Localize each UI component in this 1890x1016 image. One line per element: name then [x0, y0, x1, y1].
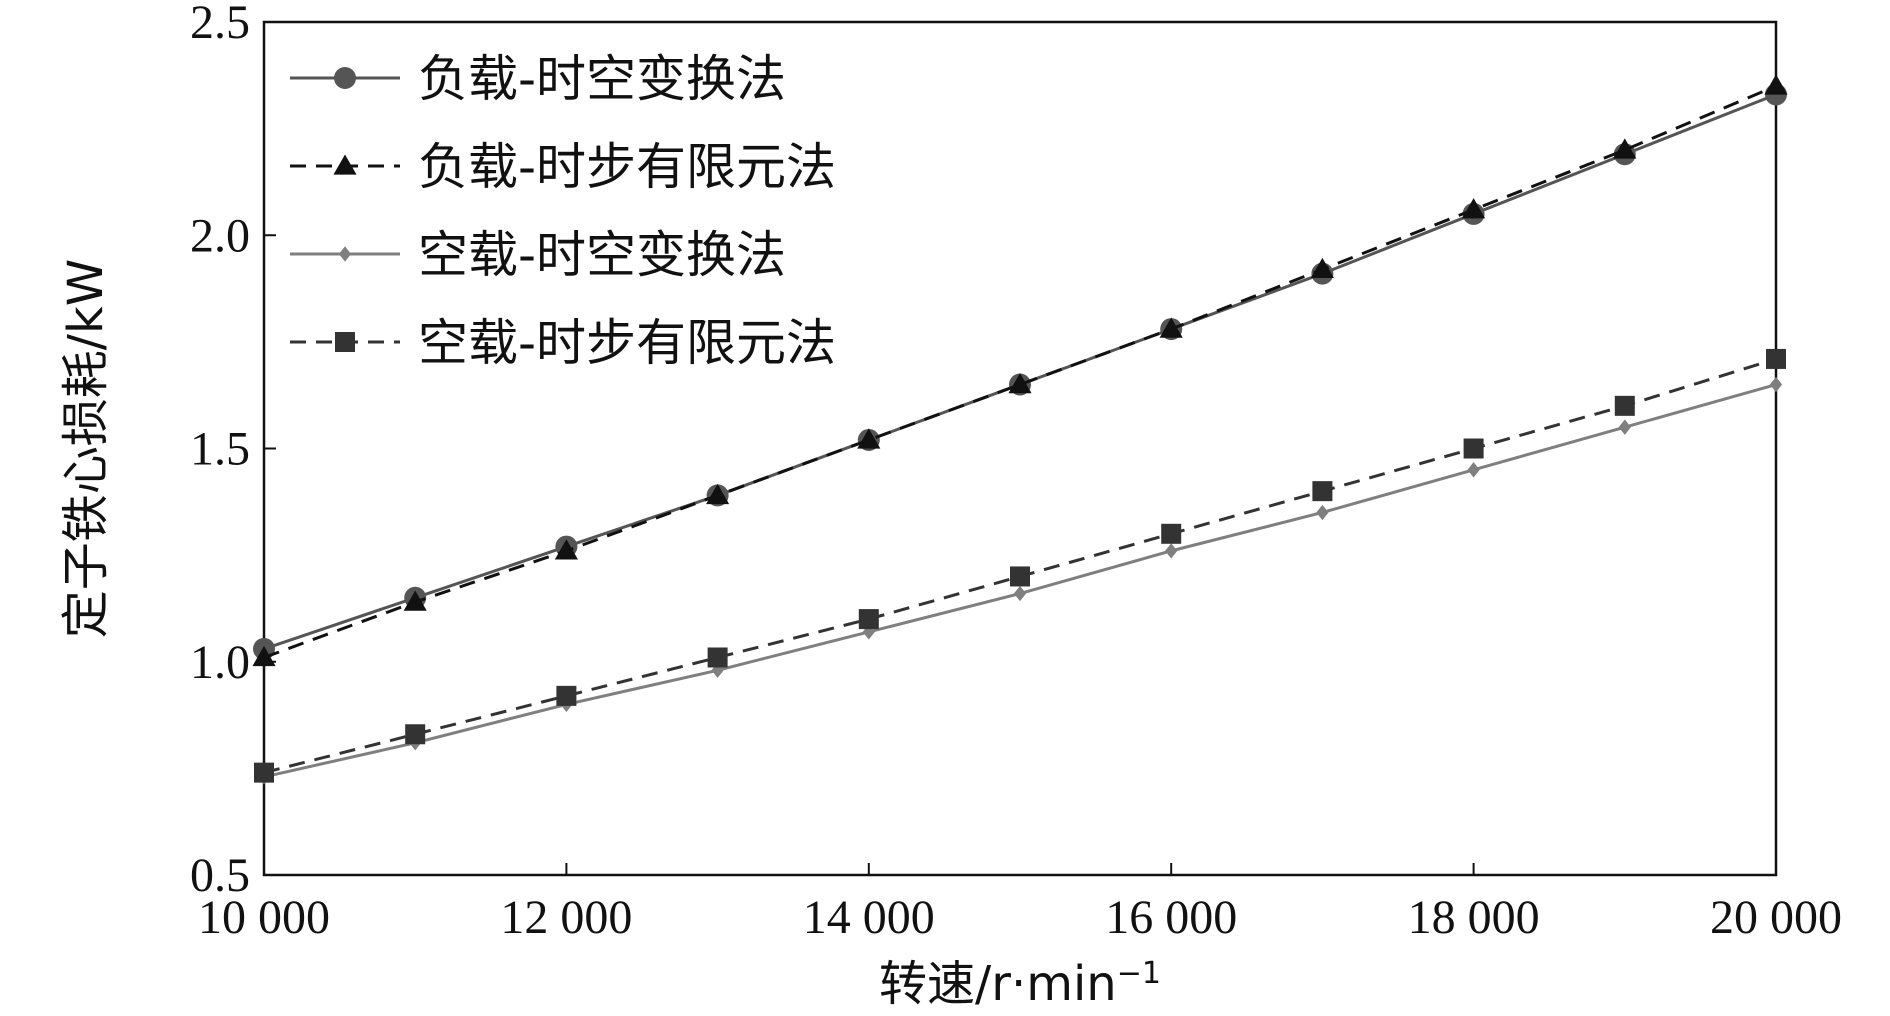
x-axis-title-text: 转速/r·min	[879, 956, 1117, 1012]
y-axis-title: 定子铁心损耗/kW	[58, 259, 114, 638]
x-tick-label: 14 000	[803, 891, 935, 944]
data-point-square	[858, 609, 879, 630]
legend-label: 负载-时空变换法	[418, 50, 786, 108]
data-point-square	[556, 685, 577, 706]
data-point-triangle	[1310, 257, 1334, 279]
data-point-square	[1766, 348, 1786, 369]
x-tick-label: 10 000	[198, 891, 330, 944]
data-point-triangle	[1613, 138, 1637, 159]
data-point-triangle	[252, 645, 276, 667]
data-point-diamond	[1769, 376, 1783, 393]
data-point-circle	[334, 67, 356, 89]
data-point-diamond	[1316, 504, 1329, 521]
series-line	[263, 84, 1777, 659]
data-point-square	[1614, 395, 1635, 416]
data-point-diamond	[1013, 585, 1027, 602]
y-tick-label: 0.5	[190, 849, 250, 902]
series-2	[252, 74, 1788, 667]
data-point-triangle	[554, 539, 578, 560]
data-point-square	[405, 724, 426, 745]
x-tick-label: 16 000	[1105, 891, 1237, 944]
legend-label: 负载-时步有限元法	[418, 138, 836, 196]
data-point-square	[1463, 438, 1484, 459]
data-point-square	[1161, 523, 1182, 544]
legend-label: 空载-时空变换法	[418, 226, 786, 284]
data-point-square	[254, 762, 274, 783]
data-point-square	[707, 647, 728, 668]
data-point-triangle	[706, 483, 730, 505]
plot-area	[252, 74, 1788, 785]
axis-labels: 转速/r·min−1 定子铁心损耗/kW	[58, 259, 1161, 1012]
data-point-square	[335, 332, 355, 352]
legend-item: 负载-时空变换法	[290, 50, 786, 108]
x-tick-label: 20 000	[1710, 891, 1842, 944]
data-point-triangle	[857, 428, 881, 449]
data-point-triangle	[1159, 317, 1183, 338]
x-axis-title-superscript: −1	[1117, 956, 1161, 991]
legend-item: 空载-时步有限元法	[290, 314, 836, 372]
data-point-diamond	[338, 246, 352, 262]
y-tick-label: 2.0	[190, 209, 250, 262]
data-point-diamond	[1467, 462, 1480, 478]
y-tick-label: 1.5	[190, 423, 250, 476]
x-tick-label: 18 000	[1408, 891, 1540, 944]
series-4	[254, 348, 1786, 783]
data-point-triangle	[333, 154, 357, 175]
axes: 10 000 12 000 14 000 16 000 18 000 20 000 0.5 1…	[190, 0, 1842, 944]
data-point-triangle	[1462, 198, 1486, 219]
data-point-square	[1010, 566, 1030, 587]
legend-item: 负载-时步有限元法	[290, 138, 836, 196]
data-point-diamond	[1165, 543, 1178, 559]
y-tick-label: 1.0	[190, 636, 250, 689]
legend-item: 空载-时空变换法	[290, 226, 786, 284]
legend-label: 空载-时步有限元法	[418, 314, 836, 372]
data-point-triangle	[403, 590, 427, 611]
data-point-triangle	[1008, 372, 1032, 394]
x-axis-title: 转速/r·min−1	[879, 956, 1161, 1013]
data-point-diamond	[1618, 419, 1631, 435]
data-point-triangle	[1764, 74, 1788, 95]
data-point-square	[1312, 481, 1333, 502]
y-tick-label: 2.5	[190, 0, 250, 49]
x-tick-label: 12 000	[500, 891, 632, 944]
